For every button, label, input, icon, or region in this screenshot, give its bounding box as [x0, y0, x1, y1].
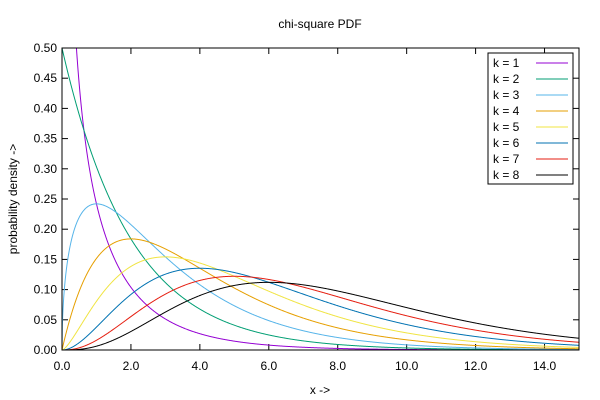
series-line-k7 [62, 275, 579, 350]
x-tick-label: 0.0 [54, 359, 71, 373]
x-axis-label: x -> [310, 383, 330, 397]
x-tick-label: 4.0 [192, 359, 209, 373]
x-tick-label: 8.0 [329, 359, 346, 373]
series-line-k4 [62, 238, 579, 350]
x-tick-label: 14.0 [533, 359, 557, 373]
y-tick-label: 0.20 [34, 222, 58, 236]
y-tick-label: 0.40 [34, 101, 58, 115]
series-line-k2 [62, 48, 579, 350]
legend-label: k = 8 [493, 168, 520, 182]
legend-label: k = 5 [493, 120, 520, 134]
series-line-k3 [62, 203, 579, 350]
legend-label: k = 4 [493, 104, 520, 118]
x-tick-label: 10.0 [395, 359, 419, 373]
legend-label: k = 2 [493, 72, 520, 86]
legend-label: k = 7 [493, 152, 520, 166]
y-tick-label: 0.45 [34, 71, 58, 85]
legend-label: k = 1 [493, 56, 520, 70]
legend-label: k = 3 [493, 88, 520, 102]
series-line-k8 [62, 281, 579, 350]
x-tick-label: 12.0 [464, 359, 488, 373]
x-tick-label: 6.0 [260, 359, 277, 373]
y-tick-label: 0.50 [34, 41, 58, 55]
axis-ticks: 0.0 2.0 4.0 6.0 8.0 10.0 12.0 14.0 0.00 0.05 0.10 0… [34, 41, 579, 373]
chart-title: chi-square PDF [278, 17, 361, 31]
legend: k = 1 k = 2 k = 3 k = 4 k = 5 k = 6 k = 7 k = 8 [487, 52, 574, 185]
curves [62, 48, 579, 350]
y-tick-label: 0.15 [34, 252, 58, 266]
legend-label: k = 6 [493, 136, 520, 150]
y-tick-label: 0.00 [34, 343, 58, 357]
legend-box [487, 52, 574, 185]
y-tick-label: 0.35 [34, 132, 58, 146]
y-tick-label: 0.05 [34, 313, 58, 327]
y-tick-label: 0.10 [34, 283, 58, 297]
y-axis-label: probability density -> [6, 144, 20, 254]
x-tick-label: 2.0 [123, 359, 140, 373]
y-tick-label: 0.25 [34, 192, 58, 206]
series-line-k6 [62, 267, 579, 350]
y-tick-label: 0.30 [34, 162, 58, 176]
series-line-k5 [62, 256, 579, 350]
plot-frame [61, 47, 580, 351]
